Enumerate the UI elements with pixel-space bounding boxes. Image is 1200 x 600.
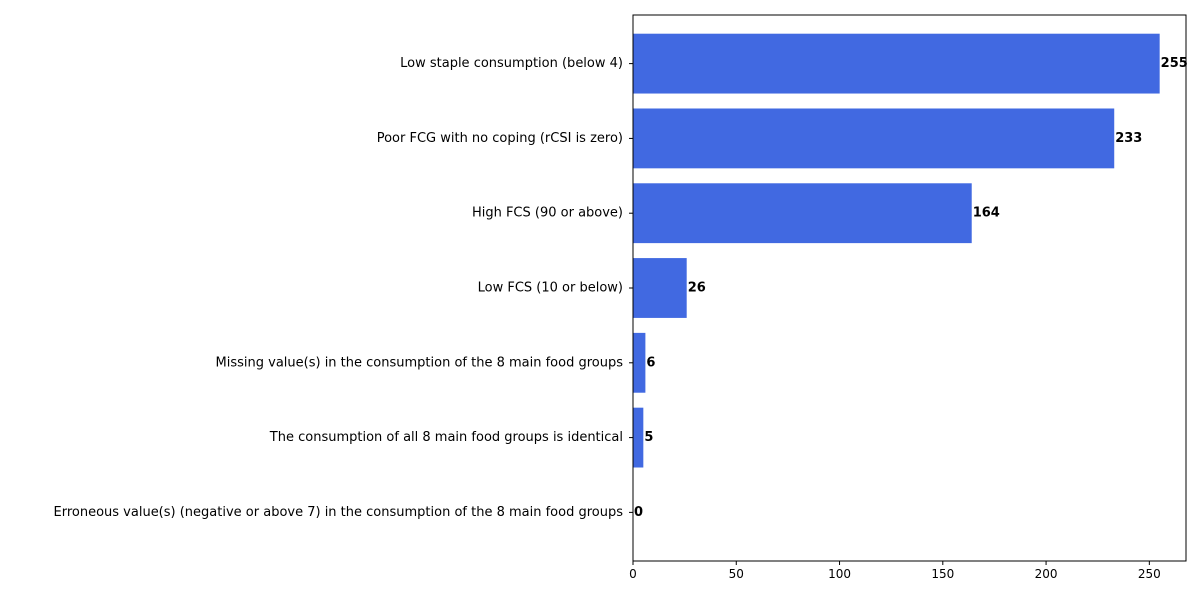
category-labels: Low staple consumption (below 4) Poor FCG… [54, 56, 633, 520]
category-label: High FCS (90 or above) [472, 206, 623, 221]
x-tick-label: 0 [629, 567, 637, 581]
category-label: The consumption of all 8 main food group… [269, 430, 623, 445]
category-label: Low staple consumption (below 4) [400, 56, 623, 71]
plot-frame [632, 14, 1187, 562]
bar-value-label: 5 [644, 430, 653, 445]
category-label: Missing value(s) in the consumption of t… [216, 355, 624, 370]
bar [633, 183, 972, 244]
bar-value-label: 164 [973, 206, 1000, 221]
bar-value-label: 6 [646, 355, 655, 370]
category-label: Erroneous value(s) (negative or above 7)… [54, 505, 624, 520]
x-tick-label: 150 [931, 567, 954, 581]
bar-value-label: 233 [1115, 131, 1142, 146]
category-label: Poor FCG with no coping (rCSI is zero) [377, 131, 623, 146]
x-tick-label: 100 [828, 567, 851, 581]
bar [633, 108, 1115, 169]
category-label: Low FCS (10 or below) [478, 281, 623, 296]
bar-value-label: 26 [688, 281, 706, 296]
x-tick-label: 50 [729, 567, 744, 581]
bar [633, 258, 687, 318]
bar [633, 407, 644, 468]
bars-layer [633, 33, 1160, 468]
x-axis-ticks: 0 50 100 150 200 250 [629, 561, 1161, 581]
data-labels: 255 233 164 26 6 5 0 [634, 56, 1188, 520]
bar [633, 332, 646, 393]
bar [633, 33, 1160, 94]
bar-value-label: 255 [1161, 56, 1188, 71]
bar-value-label: 0 [634, 505, 643, 520]
x-tick-label: 200 [1035, 567, 1058, 581]
x-tick-label: 250 [1138, 567, 1161, 581]
